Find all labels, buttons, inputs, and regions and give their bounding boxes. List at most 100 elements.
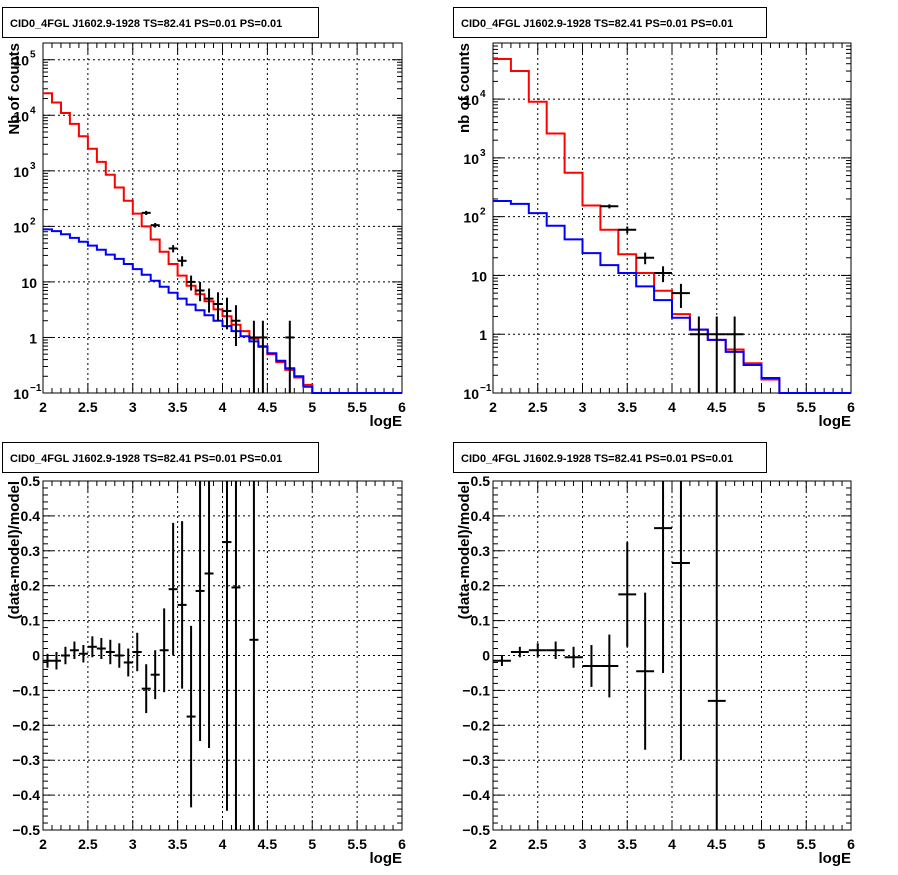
title-box	[453, 442, 767, 473]
plot-panel-2: CID0_4FGL J1602.9-1928 TS=82.41 PS=0.01 …	[453, 7, 855, 430]
residual-point	[141, 664, 151, 714]
y-tick-exponent: −1	[30, 383, 42, 394]
x-tick-label: 3.5	[168, 836, 188, 852]
data-point	[168, 245, 178, 253]
x-tick-label: 4.5	[258, 399, 278, 415]
data-point	[186, 275, 196, 291]
y-tick-label: 10	[13, 108, 29, 124]
residual-point	[123, 648, 133, 677]
y-tick-label: 10	[21, 275, 37, 291]
tick-marks	[42, 42, 403, 394]
x-tick-label: 3.5	[618, 399, 638, 415]
y-tick-label: −0.2	[12, 717, 40, 733]
x-tick-label: 3	[579, 836, 587, 852]
model-histogram	[43, 92, 402, 394]
data-point	[204, 288, 214, 313]
residual-point	[150, 650, 160, 700]
x-tick-label: 5	[758, 399, 766, 415]
residual-point	[600, 634, 619, 698]
data-point	[636, 252, 655, 265]
x-tick-label: 2.5	[78, 836, 98, 852]
data-point	[150, 222, 160, 228]
residual-point	[493, 655, 511, 666]
x-tick-label: 2	[39, 399, 47, 415]
y-tick-label: −0.5	[12, 822, 40, 838]
data-point	[222, 297, 232, 330]
y-axis-label: Nb of counts	[6, 43, 23, 135]
residual-point	[105, 639, 115, 665]
y-tick-exponent: 5	[30, 50, 36, 61]
y-tick-exponent: −1	[480, 383, 492, 394]
data-point	[672, 283, 690, 308]
residual-point	[78, 645, 88, 663]
y-tick-label: 0.3	[471, 543, 491, 559]
background-histogram	[43, 228, 402, 394]
y-tick-label: 10	[463, 386, 479, 402]
data-point	[141, 210, 151, 216]
y-tick-label: 1	[479, 327, 487, 343]
residual-point	[195, 481, 205, 742]
x-tick-label: 3	[129, 836, 137, 852]
y-tick-label: −0.4	[462, 787, 490, 803]
residual-point	[204, 481, 214, 748]
residual-point	[510, 646, 529, 658]
x-tick-label: 5	[308, 836, 316, 852]
x-tick-label: 5.5	[797, 836, 817, 852]
data-point	[285, 320, 295, 393]
x-tick-label: 5.5	[347, 836, 367, 852]
chart-title: CID0_4FGL J1602.9-1928 TS=82.41 PS=0.01 …	[461, 453, 733, 465]
data-point	[177, 256, 187, 267]
chart-title: CID0_4FGL J1602.9-1928 TS=82.41 PS=0.01 …	[10, 18, 282, 30]
y-tick-label: 10	[471, 268, 487, 284]
y-tick-label: −0.3	[462, 752, 490, 768]
plot-panel-3: CID0_4FGL J1602.9-1928 TS=82.41 PS=0.01 …	[2, 442, 406, 867]
x-tick-label: 5	[758, 836, 766, 852]
data-point	[707, 316, 726, 393]
y-axis-label: nb of counts	[456, 43, 473, 133]
y-tick-label: −0.2	[462, 717, 490, 733]
x-tick-label: 2.5	[528, 399, 548, 415]
y-tick-label: 0.4	[471, 508, 491, 524]
y-tick-exponent: 4	[30, 105, 36, 116]
y-tick-label: −0.1	[12, 682, 40, 698]
x-tick-label: 5.5	[797, 399, 817, 415]
y-tick-label: 0.4	[21, 508, 41, 524]
y-tick-label: −0.1	[462, 682, 490, 698]
y-tick-label: 0	[482, 648, 490, 664]
grid-lines	[493, 481, 851, 830]
tick-marks	[42, 480, 403, 831]
background-histogram	[493, 200, 851, 394]
x-tick-label: 4.5	[707, 399, 727, 415]
data-point	[689, 316, 708, 393]
y-tick-exponent: 3	[30, 161, 36, 172]
y-tick-label: 10	[13, 164, 29, 180]
data-point	[258, 320, 268, 393]
x-tick-label: 3	[129, 399, 137, 415]
y-tick-label: 0.1	[21, 613, 41, 629]
data-point	[249, 320, 259, 393]
residual-point	[582, 645, 601, 687]
x-tick-label: 2	[39, 836, 47, 852]
data-point	[654, 266, 672, 283]
x-tick-label: 2	[489, 836, 497, 852]
residual-point	[177, 521, 187, 689]
y-tick-label: 10	[13, 219, 29, 235]
residual-point	[60, 646, 70, 665]
y-tick-label: 10	[463, 92, 479, 108]
y-tick-exponent: 2	[30, 216, 36, 227]
y-tick-label: 10	[463, 151, 479, 167]
x-tick-label: 3	[579, 399, 587, 415]
y-tick-label: −0.4	[12, 787, 40, 803]
title-box	[2, 442, 319, 473]
y-tick-label: 10	[13, 53, 29, 69]
residual-point	[707, 481, 726, 830]
x-axis-label: logE	[370, 850, 403, 867]
residual-point	[636, 592, 655, 750]
x-axis-label: logE	[370, 413, 403, 430]
residual-point	[168, 522, 178, 656]
x-tick-label: 3.5	[168, 399, 188, 415]
y-tick-label: 1	[29, 330, 37, 346]
x-tick-label: 4	[219, 399, 227, 415]
chart-title: CID0_4FGL J1602.9-1928 TS=82.41 PS=0.01 …	[10, 453, 282, 465]
x-tick-label: 4.5	[707, 836, 727, 852]
